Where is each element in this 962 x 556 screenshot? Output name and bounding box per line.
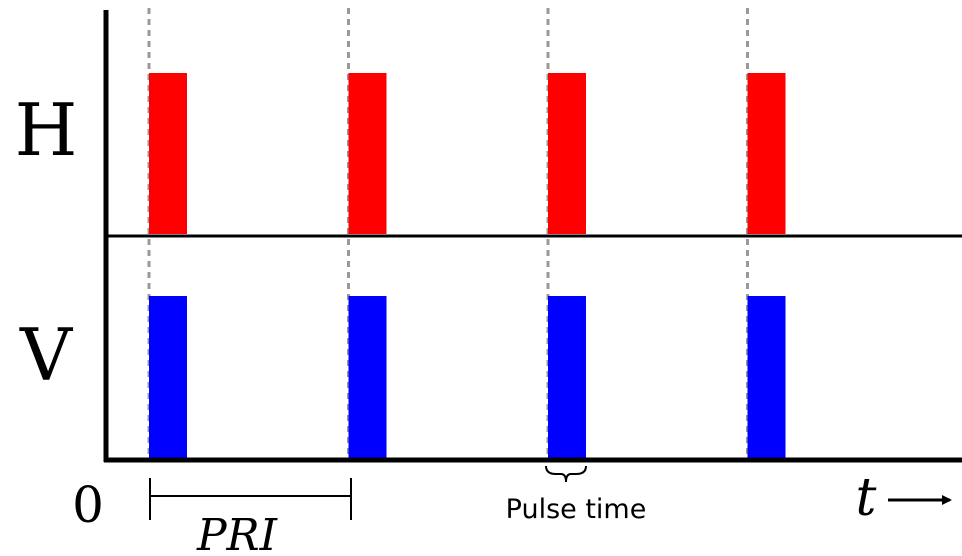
v-pulse-row: [149, 296, 786, 458]
h-pulse-row: [149, 73, 786, 234]
h-channel-label: H: [15, 88, 78, 172]
h-pulse: [149, 73, 187, 234]
v-pulse: [348, 296, 387, 458]
v-pulse: [548, 296, 586, 458]
pri-dimension: [149, 478, 352, 520]
origin-label: 0: [72, 476, 104, 534]
time-axis-label: t: [856, 468, 877, 528]
pulse-time-label: Pulse time: [506, 494, 647, 525]
v-pulse: [149, 296, 187, 458]
v-channel-label: V: [19, 313, 74, 397]
h-pulse: [747, 73, 786, 234]
h-pulse: [548, 73, 586, 234]
pri-label: PRI: [196, 510, 279, 556]
h-pulse: [348, 73, 387, 234]
pulse-guides: [147, 8, 749, 460]
pulse-time-brace: [545, 465, 587, 483]
v-pulse: [747, 296, 786, 458]
